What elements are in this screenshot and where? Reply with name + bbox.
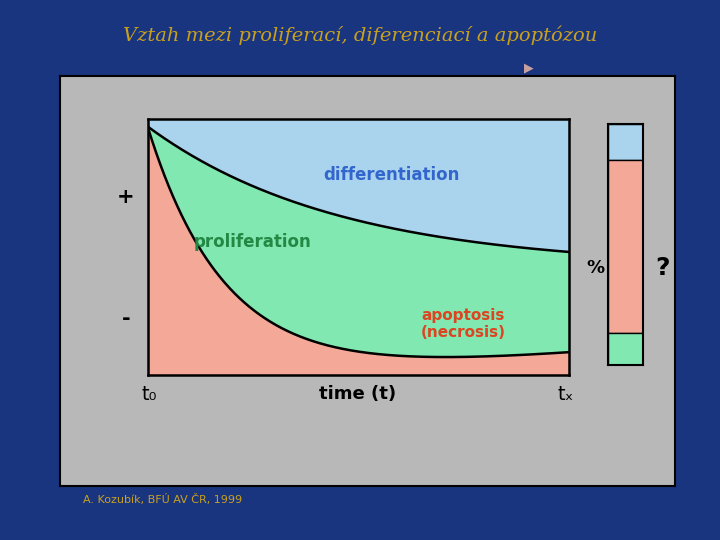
Text: apoptosis
(necrosis): apoptosis (necrosis)	[421, 308, 506, 340]
Text: t₀: t₀	[141, 384, 157, 404]
Bar	[608, 333, 643, 365]
Text: %: %	[586, 259, 605, 278]
Text: proliferation: proliferation	[194, 233, 312, 251]
Text: Vztah mezi proliferací, diferenciací a apoptózou: Vztah mezi proliferací, diferenciací a a…	[123, 25, 597, 45]
Text: -: -	[122, 308, 130, 329]
Text: ?: ?	[655, 256, 670, 280]
Bar	[608, 160, 643, 333]
Text: time (t): time (t)	[318, 385, 396, 403]
Text: +: +	[117, 187, 135, 207]
Bar	[608, 124, 643, 160]
Text: A. Kozubík, BFÚ AV ČR, 1999: A. Kozubík, BFÚ AV ČR, 1999	[83, 494, 242, 505]
Text: differentiation: differentiation	[324, 166, 460, 184]
Text: tₓ: tₓ	[557, 384, 573, 404]
Text: ▶: ▶	[524, 61, 534, 74]
